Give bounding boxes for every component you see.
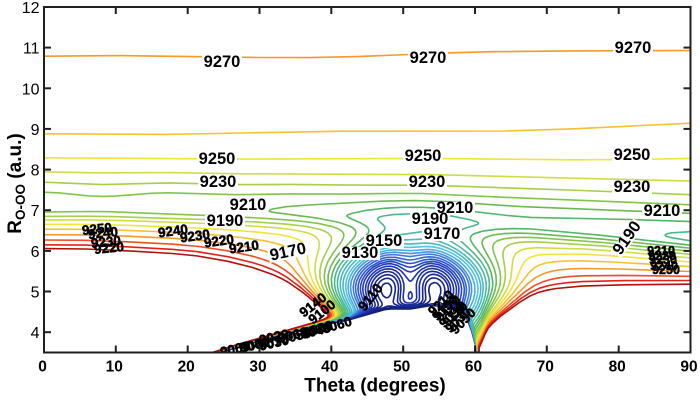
svg-text:9270: 9270 bbox=[615, 39, 652, 57]
svg-text:40: 40 bbox=[321, 359, 338, 376]
svg-text:9040: 9040 bbox=[238, 334, 271, 355]
svg-text:9230: 9230 bbox=[90, 233, 121, 251]
svg-text:9230: 9230 bbox=[614, 178, 651, 196]
svg-text:9020: 9020 bbox=[258, 326, 291, 347]
svg-text:Theta (degrees): Theta (degrees) bbox=[304, 376, 445, 397]
svg-text:9230: 9230 bbox=[649, 253, 677, 267]
svg-text:11: 11 bbox=[23, 41, 40, 58]
svg-text:RO-OO (a.u.): RO-OO (a.u.) bbox=[5, 133, 28, 233]
svg-text:9210: 9210 bbox=[228, 237, 260, 256]
svg-text:90: 90 bbox=[680, 359, 697, 376]
svg-text:9210: 9210 bbox=[644, 202, 681, 220]
svg-text:9040: 9040 bbox=[300, 320, 333, 342]
svg-text:30: 30 bbox=[249, 359, 266, 376]
svg-text:60: 60 bbox=[465, 359, 482, 376]
svg-text:10: 10 bbox=[106, 359, 123, 376]
svg-text:9210: 9210 bbox=[230, 196, 267, 214]
svg-text:9250: 9250 bbox=[652, 263, 680, 277]
svg-text:9070: 9070 bbox=[258, 331, 291, 352]
svg-text:9190: 9190 bbox=[207, 212, 244, 230]
svg-text:9: 9 bbox=[31, 122, 40, 139]
svg-text:80: 80 bbox=[609, 359, 626, 376]
svg-text:9210: 9210 bbox=[437, 199, 474, 217]
svg-text:9250: 9250 bbox=[614, 146, 651, 164]
svg-text:0: 0 bbox=[38, 359, 47, 376]
svg-text:5: 5 bbox=[31, 285, 40, 302]
svg-text:9170: 9170 bbox=[424, 225, 461, 243]
svg-text:9190: 9190 bbox=[412, 210, 449, 228]
svg-text:9030: 9030 bbox=[258, 332, 291, 353]
svg-text:12: 12 bbox=[22, 0, 40, 17]
svg-text:9270: 9270 bbox=[410, 49, 447, 67]
svg-text:9250: 9250 bbox=[81, 220, 112, 238]
svg-text:70: 70 bbox=[537, 359, 554, 376]
svg-text:9220: 9220 bbox=[648, 249, 676, 263]
svg-text:9240: 9240 bbox=[157, 221, 189, 240]
svg-text:6: 6 bbox=[31, 244, 40, 261]
svg-text:9150: 9150 bbox=[366, 232, 403, 250]
svg-text:7: 7 bbox=[31, 203, 40, 220]
svg-text:20: 20 bbox=[178, 359, 195, 376]
svg-text:8: 8 bbox=[31, 163, 40, 180]
svg-text:9060: 9060 bbox=[277, 324, 310, 346]
svg-text:9230: 9230 bbox=[409, 173, 446, 191]
svg-text:9250: 9250 bbox=[405, 147, 442, 165]
svg-text:9220: 9220 bbox=[93, 239, 124, 257]
svg-text:4: 4 bbox=[31, 325, 40, 342]
svg-text:9270: 9270 bbox=[204, 53, 241, 71]
svg-text:9240: 9240 bbox=[87, 224, 118, 242]
svg-text:9240: 9240 bbox=[650, 259, 678, 273]
svg-text:9210: 9210 bbox=[647, 244, 675, 258]
svg-text:9220: 9220 bbox=[203, 231, 235, 250]
svg-text:9230: 9230 bbox=[200, 173, 237, 191]
svg-text:50: 50 bbox=[393, 359, 410, 376]
svg-text:9250: 9250 bbox=[199, 150, 236, 168]
svg-text:9130: 9130 bbox=[342, 244, 379, 262]
svg-text:10: 10 bbox=[22, 81, 40, 98]
svg-text:9050: 9050 bbox=[239, 334, 272, 355]
svg-text:9230: 9230 bbox=[179, 226, 211, 245]
svg-text:9050: 9050 bbox=[280, 325, 313, 346]
svg-text:9030: 9030 bbox=[300, 319, 333, 340]
